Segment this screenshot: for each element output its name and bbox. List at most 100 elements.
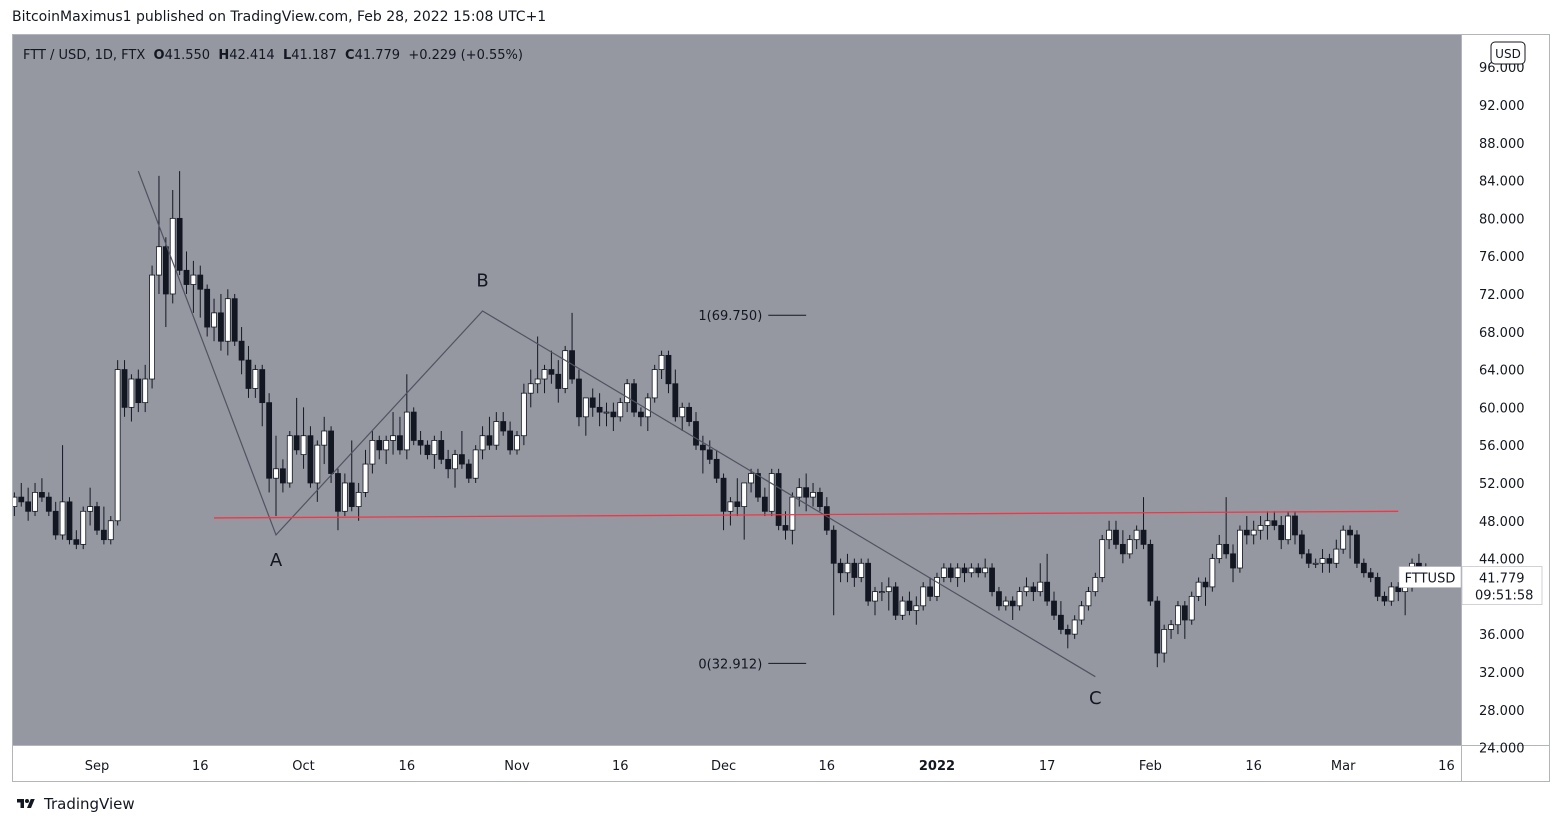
candle bbox=[596, 406, 603, 413]
fib-level-label: 0(32.912) bbox=[698, 657, 762, 672]
price-tick-label: 60.000 bbox=[1479, 401, 1525, 416]
candle bbox=[204, 288, 211, 328]
candle bbox=[823, 506, 830, 531]
candle bbox=[1243, 529, 1250, 536]
price-tick-label: 56.000 bbox=[1479, 439, 1525, 454]
candle bbox=[307, 435, 314, 484]
candle bbox=[514, 435, 520, 451]
candle bbox=[1168, 624, 1174, 630]
candle bbox=[348, 482, 355, 507]
candle bbox=[1071, 619, 1078, 635]
candle bbox=[1044, 581, 1051, 602]
abc-trendline[interactable] bbox=[137, 170, 1096, 678]
legend-part: 41.779 bbox=[355, 48, 409, 63]
tradingview-logo-icon bbox=[17, 799, 35, 808]
candle bbox=[1058, 614, 1064, 630]
candle bbox=[1326, 558, 1333, 564]
candle bbox=[1257, 525, 1264, 531]
candle bbox=[1064, 629, 1071, 635]
candle bbox=[672, 383, 679, 418]
candle bbox=[66, 501, 73, 541]
candlestick-chart[interactable]: A B C 1(69.750) 0(32.912) 96.000 92.000 88.000… bbox=[13, 35, 1549, 781]
candle bbox=[238, 340, 245, 361]
candle bbox=[789, 496, 796, 531]
candle bbox=[39, 492, 45, 498]
time-tick-label: 16 bbox=[1438, 759, 1455, 774]
candle bbox=[796, 487, 803, 498]
candle bbox=[211, 312, 217, 328]
candle bbox=[197, 274, 204, 290]
chart-frame[interactable]: A B C 1(69.750) 0(32.912) 96.000 92.000 88.000… bbox=[12, 34, 1550, 782]
price-tick-label: 80.000 bbox=[1479, 212, 1525, 227]
candle bbox=[1023, 586, 1030, 593]
candle bbox=[665, 354, 672, 385]
last-price-tag bbox=[1461, 566, 1543, 605]
candle bbox=[548, 369, 555, 375]
plot-area[interactable] bbox=[13, 35, 1461, 745]
candle bbox=[741, 482, 748, 507]
candle bbox=[335, 473, 341, 512]
time-axis-area[interactable] bbox=[13, 745, 1461, 781]
candle bbox=[114, 369, 121, 522]
candle bbox=[273, 468, 279, 479]
candle bbox=[1078, 605, 1085, 621]
candle bbox=[1181, 605, 1188, 621]
candle bbox=[73, 539, 80, 545]
legend-part: +0.229 (+0.55%) bbox=[408, 48, 523, 63]
candle bbox=[996, 591, 1002, 607]
candle bbox=[1360, 562, 1367, 574]
time-tick-label: Mar bbox=[1331, 759, 1356, 774]
candle bbox=[128, 378, 135, 408]
wave-label-c: C bbox=[1089, 688, 1102, 709]
candle bbox=[934, 577, 940, 597]
candle bbox=[465, 463, 472, 479]
candle bbox=[80, 510, 87, 545]
candle bbox=[1264, 520, 1271, 526]
candle bbox=[872, 591, 878, 602]
candle bbox=[865, 562, 872, 602]
candle bbox=[25, 501, 32, 512]
candle bbox=[761, 496, 768, 512]
candle bbox=[1037, 581, 1044, 593]
candle bbox=[651, 369, 658, 399]
price-tick-label: 36.000 bbox=[1479, 628, 1525, 643]
candle bbox=[1278, 525, 1285, 541]
candle bbox=[293, 435, 300, 451]
candle bbox=[631, 383, 637, 413]
time-tick-label: Dec bbox=[711, 759, 736, 774]
candle bbox=[397, 435, 403, 451]
candle bbox=[1188, 595, 1195, 621]
candle bbox=[520, 392, 527, 437]
candle bbox=[644, 397, 651, 418]
candle bbox=[720, 477, 727, 512]
last-price-value: 41.779 bbox=[1479, 572, 1525, 587]
candle bbox=[341, 482, 348, 512]
price-axis-area[interactable] bbox=[1461, 35, 1549, 781]
candle bbox=[472, 449, 479, 479]
candle bbox=[1133, 529, 1140, 541]
candle bbox=[899, 600, 906, 616]
time-tick-label: 16 bbox=[819, 759, 836, 774]
candle bbox=[121, 369, 128, 408]
candle bbox=[1202, 581, 1209, 588]
candle bbox=[1175, 605, 1181, 626]
candle bbox=[259, 369, 266, 404]
candle bbox=[493, 421, 500, 446]
candle bbox=[1106, 529, 1112, 541]
price-tick-label: 64.000 bbox=[1479, 364, 1525, 379]
candle bbox=[1161, 629, 1168, 654]
time-tick-label: Oct bbox=[292, 759, 314, 774]
candle bbox=[156, 246, 162, 276]
candle bbox=[989, 567, 995, 593]
footer-brand-text: TradingView bbox=[44, 795, 135, 813]
candle bbox=[390, 435, 396, 441]
currency-button[interactable] bbox=[1490, 41, 1526, 65]
support-line[interactable] bbox=[214, 510, 1399, 519]
candle bbox=[748, 473, 754, 484]
candle bbox=[1113, 529, 1119, 545]
candle bbox=[830, 529, 837, 564]
candle bbox=[1319, 558, 1326, 564]
candle bbox=[321, 430, 328, 446]
candle bbox=[817, 492, 823, 507]
time-tick-label: 16 bbox=[192, 759, 209, 774]
